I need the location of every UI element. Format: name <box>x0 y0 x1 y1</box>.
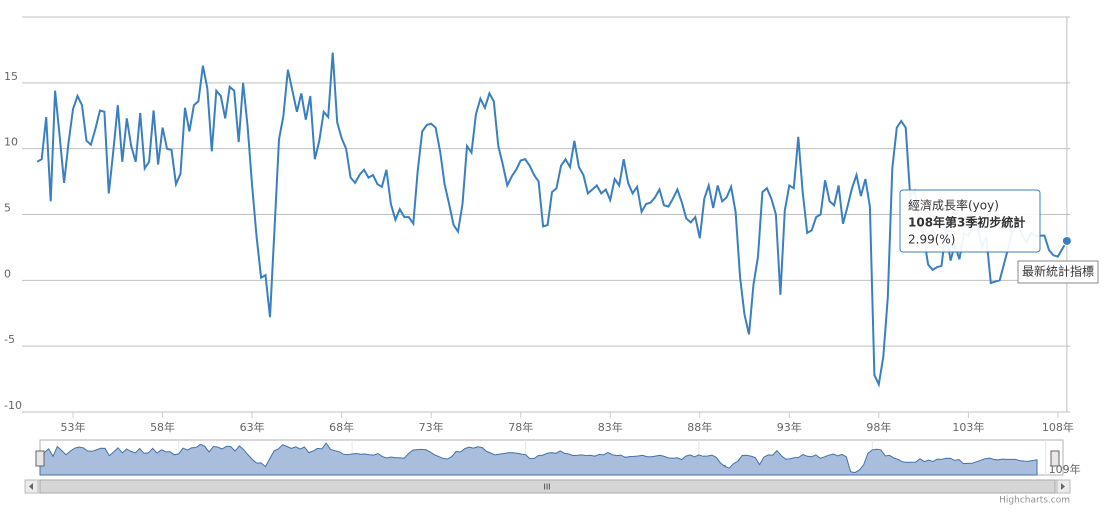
navigator-area <box>39 442 1038 476</box>
x-tick-label: 98年 <box>866 420 891 434</box>
y-tick-label: -5 <box>4 333 15 346</box>
credits: Highcharts.com <box>999 496 1070 506</box>
series-layer <box>36 17 1072 476</box>
y-tick-label: 0 <box>4 267 11 280</box>
x-tick-label: 68年 <box>329 420 354 434</box>
nav-handle-right[interactable] <box>1050 450 1060 467</box>
tooltip: 經濟成長率(yoy) 108年第3季初步統計 2.99(%) <box>899 189 1041 253</box>
tooltip-header: 108年第3季初步統計 <box>908 215 1025 230</box>
annotation: 最新統計指標 <box>1022 264 1094 279</box>
x-tick-label: 103年 <box>952 420 984 434</box>
annotation-box <box>1017 260 1099 284</box>
x-tick-label: 73年 <box>419 420 444 434</box>
x-tick-label: 108年 <box>1042 420 1074 434</box>
y-tick-label: 10 <box>4 136 18 149</box>
scrollbar-thumb[interactable] <box>39 479 1056 494</box>
scrollbar-grip: III <box>543 483 550 492</box>
tooltip-title: 經濟成長率(yoy) <box>908 198 999 213</box>
x-tick-label: 88年 <box>687 420 712 434</box>
y-tick-label: 15 <box>4 70 18 83</box>
x-tick-label: 63年 <box>240 420 265 434</box>
arrow <box>1061 483 1065 490</box>
nav-handle-left[interactable] <box>35 450 45 467</box>
arrow <box>29 483 33 490</box>
tooltip-box <box>899 189 1041 253</box>
x-tick-label: 83年 <box>598 420 623 434</box>
x-tick-label: 78年 <box>508 420 533 434</box>
x-tick-label: 53年 <box>61 420 86 434</box>
y-tick-label: -10 <box>4 399 22 412</box>
x-tick-label: 58年 <box>150 420 175 434</box>
series-line <box>36 52 1068 388</box>
x-tick-label: 93年 <box>777 420 802 434</box>
point-marker <box>1061 235 1072 246</box>
tooltip-value: 2.99(%) <box>908 233 955 247</box>
y-tick-label: 5 <box>4 202 11 215</box>
